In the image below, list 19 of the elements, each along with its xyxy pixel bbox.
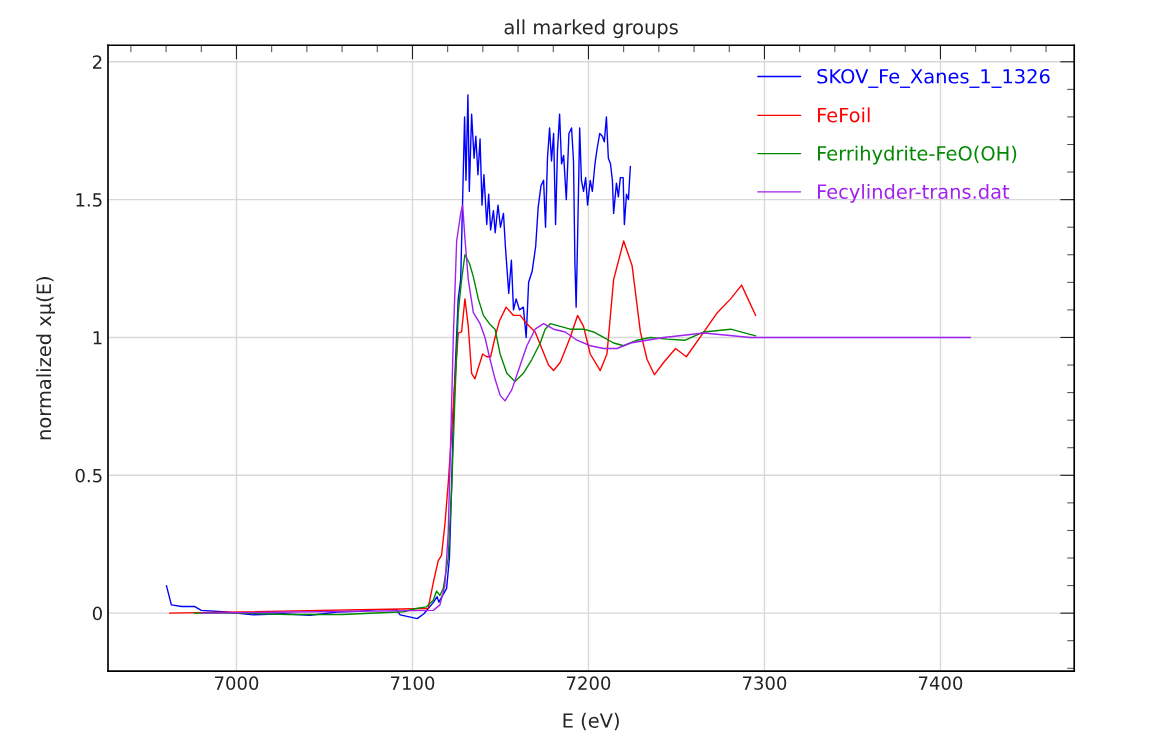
legend-label: Ferrihydrite-FeO(OH) [818,145,1017,165]
x-tick-label: 7400 [918,676,963,690]
y-tick-label: 0 [92,606,102,621]
x-tick-label: 7000 [214,676,259,690]
line-series [165,94,632,620]
x-tick-label: 7100 [390,676,435,690]
legend-label: Fecylinder-trans.dat [818,183,1010,203]
x-tick-label: 7300 [742,676,787,690]
chart-title: all marked groups [504,19,678,39]
y-tick-label: 1 [93,331,102,345]
legend-label: FeFoil [818,107,870,123]
y-tick-label: 1.5 [76,193,102,207]
legend-label: SKOV_Fe_Xanes_1_1326 [817,68,1050,88]
x-tick-label: 7200 [566,676,611,690]
x-axis-title: E (eV) [563,712,619,731]
y-tick-label: 2 [92,55,102,69]
y-axis-title: normalized xμ(E) [36,277,55,440]
y-tick-label: 0.5 [75,468,102,483]
line-series [200,204,972,614]
